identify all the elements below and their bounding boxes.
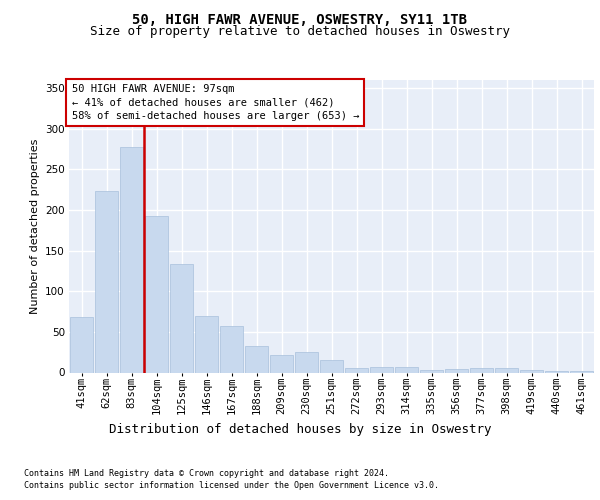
Bar (470, 368, 493, 372)
Bar (445, 369, 468, 372)
Text: Contains public sector information licensed under the Open Government Licence v3: Contains public sector information licen… (24, 481, 439, 490)
Bar (245, 346, 268, 372)
Bar (170, 264, 193, 372)
Bar (370, 367, 393, 372)
Bar (95, 190, 118, 372)
Bar (320, 360, 343, 372)
Bar (120, 146, 143, 372)
Bar (195, 316, 218, 372)
Y-axis label: Number of detached properties: Number of detached properties (29, 138, 40, 314)
Bar (70, 318, 93, 372)
Bar (520, 370, 543, 372)
Bar (420, 370, 443, 372)
Text: Size of property relative to detached houses in Oswestry: Size of property relative to detached ho… (90, 25, 510, 38)
Bar (345, 368, 368, 372)
Bar (220, 326, 243, 372)
Bar (270, 356, 293, 372)
Bar (570, 371, 593, 372)
Text: Contains HM Land Registry data © Crown copyright and database right 2024.: Contains HM Land Registry data © Crown c… (24, 469, 389, 478)
Text: 50, HIGH FAWR AVENUE, OSWESTRY, SY11 1TB: 50, HIGH FAWR AVENUE, OSWESTRY, SY11 1TB (133, 12, 467, 26)
Bar (395, 367, 418, 372)
Text: Distribution of detached houses by size in Oswestry: Distribution of detached houses by size … (109, 422, 491, 436)
Bar (495, 368, 518, 372)
Text: 50 HIGH FAWR AVENUE: 97sqm
← 41% of detached houses are smaller (462)
58% of sem: 50 HIGH FAWR AVENUE: 97sqm ← 41% of deta… (71, 84, 359, 121)
Bar (145, 216, 168, 372)
Bar (295, 352, 318, 372)
Bar (545, 371, 568, 372)
